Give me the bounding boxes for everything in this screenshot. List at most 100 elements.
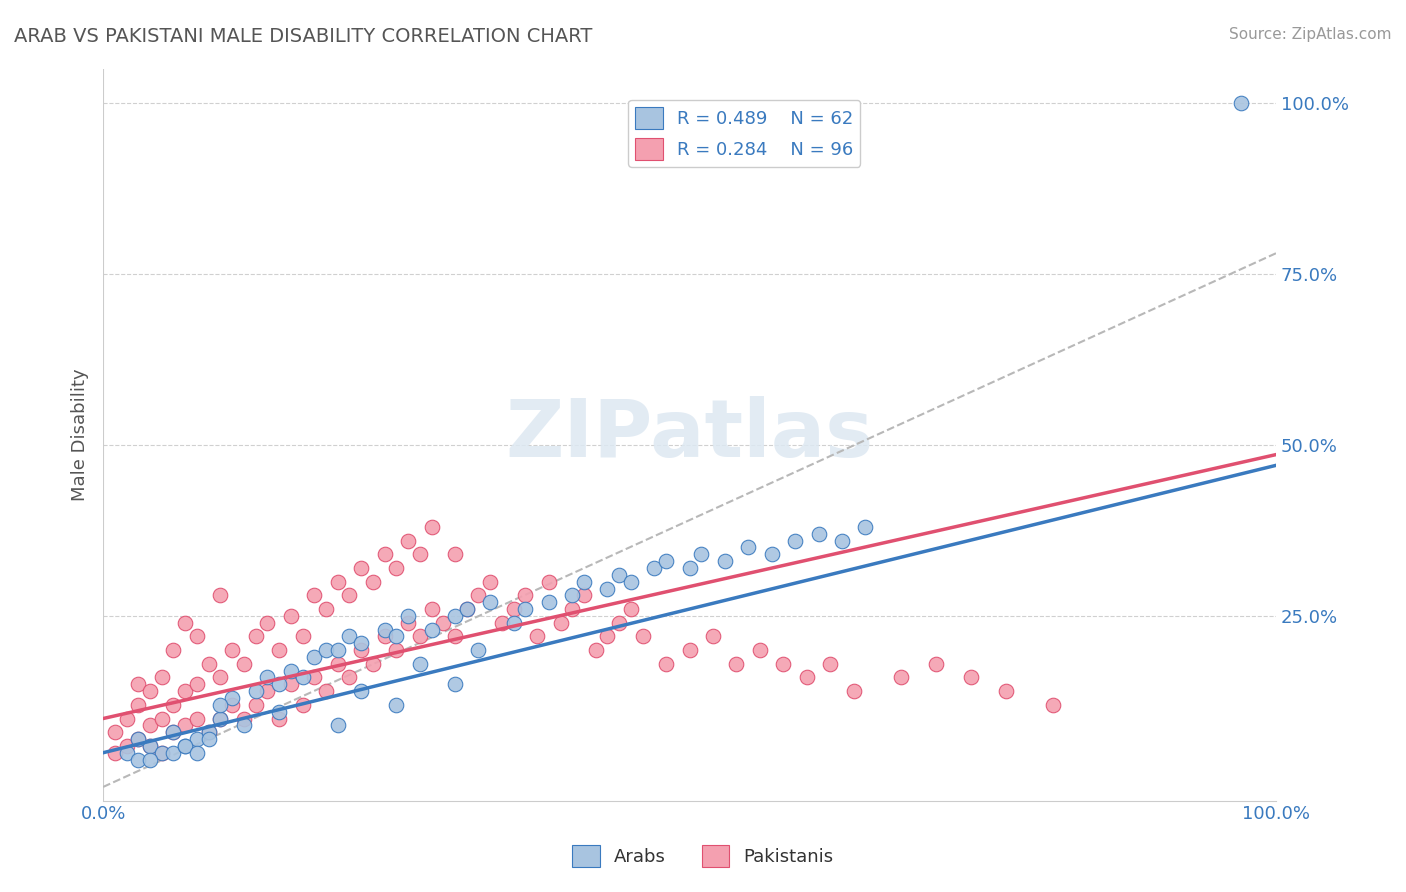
Point xyxy=(420,520,443,534)
Point xyxy=(537,574,560,589)
Point xyxy=(855,520,877,534)
Point xyxy=(326,657,349,671)
Point xyxy=(561,588,583,602)
Point xyxy=(1229,95,1251,110)
Text: ARAB VS PAKISTANI MALE DISABILITY CORRELATION CHART: ARAB VS PAKISTANI MALE DISABILITY CORREL… xyxy=(14,27,592,45)
Point xyxy=(139,718,162,732)
Point xyxy=(139,739,162,753)
Point xyxy=(550,615,572,630)
Point xyxy=(197,732,219,747)
Point xyxy=(491,615,513,630)
Point xyxy=(256,684,278,698)
Legend: R = 0.489    N = 62, R = 0.284    N = 96: R = 0.489 N = 62, R = 0.284 N = 96 xyxy=(628,100,860,167)
Point xyxy=(785,533,807,548)
Point xyxy=(655,554,678,568)
Point xyxy=(197,725,219,739)
Point xyxy=(232,712,254,726)
Point xyxy=(280,608,302,623)
Point xyxy=(702,629,724,643)
Point xyxy=(232,657,254,671)
Point xyxy=(267,705,290,719)
Point xyxy=(104,746,127,760)
Point xyxy=(585,643,607,657)
Point xyxy=(221,698,243,712)
Point xyxy=(374,623,396,637)
Point xyxy=(361,657,384,671)
Point xyxy=(186,677,208,691)
Point xyxy=(291,629,314,643)
Point xyxy=(150,712,173,726)
Point xyxy=(315,643,337,657)
Point xyxy=(245,698,267,712)
Point xyxy=(761,547,783,561)
Point xyxy=(280,677,302,691)
Point xyxy=(267,712,290,726)
Point xyxy=(162,725,184,739)
Point xyxy=(385,629,408,643)
Point xyxy=(479,595,502,609)
Point xyxy=(502,602,524,616)
Point xyxy=(820,657,842,671)
Point xyxy=(174,684,197,698)
Point xyxy=(267,643,290,657)
Text: Source: ZipAtlas.com: Source: ZipAtlas.com xyxy=(1229,27,1392,42)
Point xyxy=(409,657,432,671)
Point xyxy=(620,602,643,616)
Point xyxy=(526,629,548,643)
Point xyxy=(197,657,219,671)
Point xyxy=(186,732,208,747)
Point xyxy=(409,547,432,561)
Point xyxy=(655,657,678,671)
Point xyxy=(174,739,197,753)
Point xyxy=(444,677,467,691)
Point xyxy=(174,718,197,732)
Point xyxy=(361,574,384,589)
Point xyxy=(186,746,208,760)
Point xyxy=(678,643,700,657)
Point xyxy=(456,602,478,616)
Point xyxy=(596,629,619,643)
Point xyxy=(256,615,278,630)
Point xyxy=(350,561,373,575)
Point xyxy=(350,643,373,657)
Point xyxy=(842,684,865,698)
Point xyxy=(385,561,408,575)
Point xyxy=(221,690,243,705)
Point xyxy=(467,643,489,657)
Point xyxy=(139,753,162,767)
Point xyxy=(104,725,127,739)
Point xyxy=(572,588,595,602)
Point xyxy=(561,602,583,616)
Point xyxy=(396,608,419,623)
Point xyxy=(115,746,138,760)
Point xyxy=(960,670,983,684)
Point xyxy=(139,739,162,753)
Legend: Arabs, Pakistanis: Arabs, Pakistanis xyxy=(565,838,841,874)
Point xyxy=(537,595,560,609)
Point xyxy=(315,684,337,698)
Point xyxy=(291,670,314,684)
Point xyxy=(607,615,630,630)
Point xyxy=(796,670,818,684)
Point xyxy=(432,615,454,630)
Point xyxy=(291,698,314,712)
Point xyxy=(385,643,408,657)
Point xyxy=(127,732,149,747)
Point xyxy=(302,670,325,684)
Point xyxy=(209,712,232,726)
Point xyxy=(150,746,173,760)
Point xyxy=(302,649,325,664)
Point xyxy=(737,541,759,555)
Point xyxy=(420,623,443,637)
Point xyxy=(150,746,173,760)
Point xyxy=(725,657,748,671)
Point xyxy=(690,547,713,561)
Point xyxy=(127,753,149,767)
Point xyxy=(302,588,325,602)
Point xyxy=(631,629,654,643)
Point xyxy=(162,746,184,760)
Point xyxy=(596,582,619,596)
Point xyxy=(385,698,408,712)
Point xyxy=(326,718,349,732)
Point xyxy=(127,698,149,712)
